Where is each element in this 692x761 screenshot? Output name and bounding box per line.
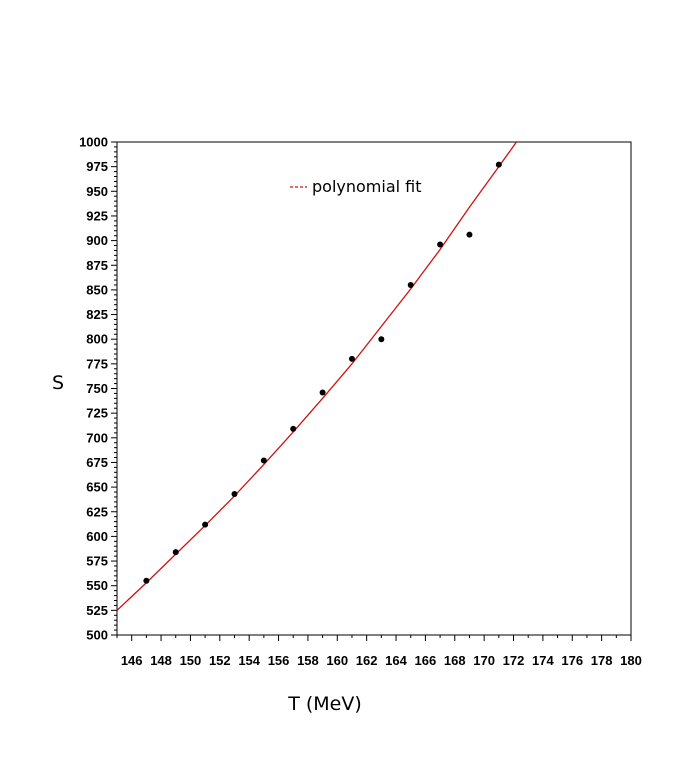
y-tick-label: 1000 xyxy=(79,135,108,150)
x-tick-label: 178 xyxy=(591,653,613,668)
x-tick-label: 164 xyxy=(385,653,407,668)
data-point xyxy=(466,231,473,238)
data-point xyxy=(231,491,238,498)
data-point xyxy=(172,549,179,556)
x-tick-label: 160 xyxy=(326,653,348,668)
x-axis-title: T (MeV) xyxy=(287,693,362,715)
y-tick-label: 925 xyxy=(86,208,108,223)
x-tick-label: 180 xyxy=(620,653,642,668)
data-point xyxy=(143,577,150,584)
data-point xyxy=(260,457,267,464)
data-point xyxy=(495,161,502,168)
x-tick-label: 146 xyxy=(121,653,143,668)
data-points-layer xyxy=(143,161,502,584)
y-tick-label: 900 xyxy=(86,233,108,248)
x-tick-label: 166 xyxy=(415,653,437,668)
data-point xyxy=(348,355,355,362)
x-tick-label: 158 xyxy=(297,653,319,668)
x-axis-ticks: 146 148 150 152 154 156 158 160 162 164 166 168 170 1… xyxy=(116,635,642,668)
polynomial-fit-line xyxy=(116,141,517,611)
legend-label: polynomial fit xyxy=(312,177,422,196)
y-tick-label: 525 xyxy=(86,603,108,618)
polynomial-fit-layer xyxy=(116,141,517,611)
x-tick-label: 168 xyxy=(444,653,466,668)
x-tick-label: 170 xyxy=(473,653,495,668)
x-tick-label: 154 xyxy=(238,653,260,668)
y-tick-label: 550 xyxy=(86,578,108,593)
y-tick-label: 800 xyxy=(86,332,108,347)
y-tick-label: 650 xyxy=(86,480,108,495)
x-tick-label: 162 xyxy=(356,653,378,668)
y-tick-label: 975 xyxy=(86,159,108,174)
y-axis-ticks: 500 525 550 575 600 625 650 675 700 725 750 775 800 8… xyxy=(79,135,117,643)
y-tick-label: 600 xyxy=(86,529,108,544)
x-tick-label: 172 xyxy=(503,653,525,668)
y-tick-label: 575 xyxy=(86,554,108,569)
data-point xyxy=(290,425,297,432)
x-tick-label: 150 xyxy=(180,653,202,668)
y-tick-label: 850 xyxy=(86,282,108,297)
data-point xyxy=(407,281,414,288)
y-tick-label: 675 xyxy=(86,455,108,470)
x-tick-label: 156 xyxy=(268,653,290,668)
data-point xyxy=(202,521,209,528)
data-point xyxy=(319,389,326,396)
x-tick-label: 174 xyxy=(532,653,554,668)
y-tick-label: 775 xyxy=(86,356,108,371)
x-tick-label: 176 xyxy=(561,653,583,668)
x-tick-label: 152 xyxy=(209,653,231,668)
y-tick-label: 825 xyxy=(86,307,108,322)
x-tick-label: 148 xyxy=(150,653,172,668)
plot-frame xyxy=(116,141,632,636)
data-point xyxy=(378,336,385,343)
y-tick-label: 875 xyxy=(86,258,108,273)
y-tick-label: 725 xyxy=(86,406,108,421)
y-tick-label: 500 xyxy=(86,628,108,643)
y-tick-label: 625 xyxy=(86,504,108,519)
y-tick-label: 950 xyxy=(86,184,108,199)
y-tick-label: 700 xyxy=(86,430,108,445)
legend: polynomial fit xyxy=(290,177,422,196)
y-tick-label: 750 xyxy=(86,381,108,396)
data-point xyxy=(437,241,444,248)
y-axis-title: S xyxy=(52,372,64,394)
